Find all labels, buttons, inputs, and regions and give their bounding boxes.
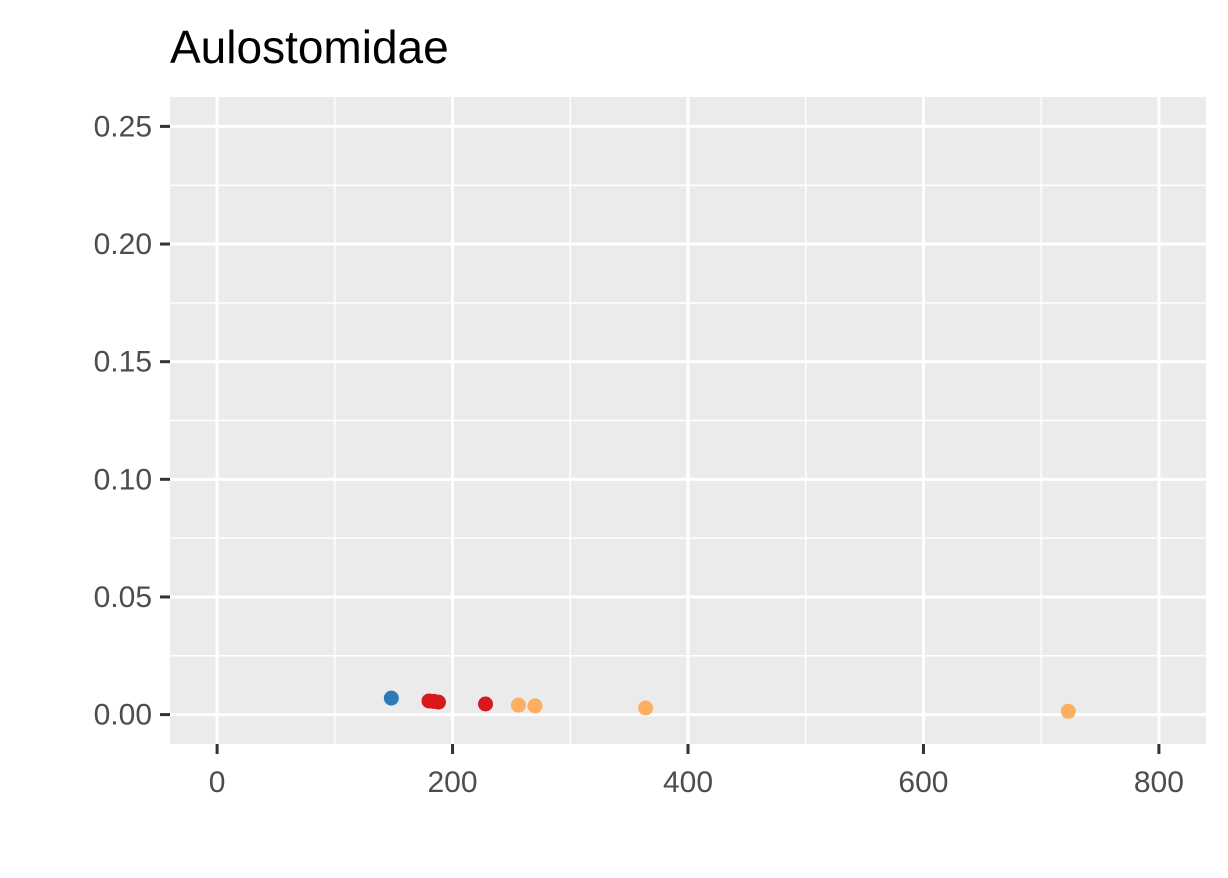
data-point [430,694,446,710]
x-tick-label: 800 [1134,766,1184,799]
data-point [383,690,399,706]
data-points [383,690,1076,719]
data-point [638,700,654,716]
y-tick-label: 0.25 [94,110,152,143]
y-tick-label: 0.20 [94,228,152,261]
y-axis: 0.00 0.05 0.10 0.15 0.20 0.25 [94,110,170,732]
x-tick-label: 0 [209,766,226,799]
y-tick-label: 0.10 [94,463,152,496]
data-point [478,696,494,712]
x-tick-label: 400 [663,766,713,799]
x-tick-label: 600 [898,766,948,799]
chart-title: Aulostomidae [170,21,449,73]
x-axis: 0 200 400 600 800 [209,744,1184,799]
y-tick-label: 0.00 [94,699,152,732]
data-point [510,697,526,713]
y-tick-label: 0.15 [94,346,152,379]
y-tick-label: 0.05 [94,581,152,614]
x-tick-label: 200 [428,766,478,799]
data-point [1060,703,1076,719]
major-gridlines [170,97,1206,744]
data-point [527,698,543,714]
